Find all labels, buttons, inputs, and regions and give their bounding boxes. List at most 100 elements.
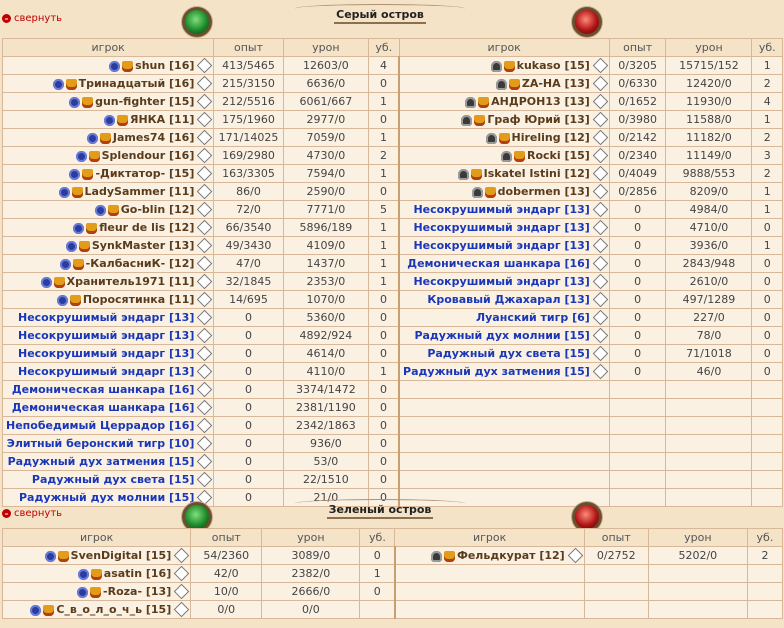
- player-name[interactable]: Кровавый Джахарал [13]: [427, 293, 590, 306]
- rank-crown-icon[interactable]: [88, 150, 100, 162]
- info-icon[interactable]: [592, 183, 609, 199]
- info-icon[interactable]: [197, 255, 213, 271]
- rank-crown-icon[interactable]: [503, 60, 515, 72]
- player-name[interactable]: gun-fighter [15]: [95, 95, 195, 108]
- info-icon[interactable]: [592, 165, 609, 181]
- clan-shield-icon[interactable]: [109, 60, 121, 72]
- info-icon[interactable]: [592, 129, 609, 145]
- collapse-button[interactable]: – свернуть: [2, 508, 62, 519]
- player-name[interactable]: ЯНКА [11]: [130, 113, 195, 126]
- player-name[interactable]: -Roza- [13]: [103, 585, 172, 598]
- skull-icon[interactable]: [495, 78, 507, 90]
- info-icon[interactable]: [197, 147, 213, 163]
- player-name[interactable]: shun [16]: [135, 59, 195, 72]
- info-icon[interactable]: [197, 363, 213, 379]
- info-icon[interactable]: [592, 237, 609, 253]
- rank-crown-icon[interactable]: [99, 132, 111, 144]
- info-icon[interactable]: [197, 381, 213, 397]
- rank-crown-icon[interactable]: [474, 114, 486, 126]
- rank-crown-icon[interactable]: [484, 186, 496, 198]
- clan-shield-icon[interactable]: [104, 114, 115, 126]
- rank-crown-icon[interactable]: [508, 78, 520, 90]
- player-name[interactable]: Фельдкурат [12]: [456, 549, 565, 562]
- player-name[interactable]: Несокрушимый эндарг [13]: [18, 311, 195, 324]
- player-name[interactable]: Go-blin [12]: [120, 203, 195, 216]
- info-icon[interactable]: [592, 309, 609, 325]
- player-name[interactable]: Несокрушимый эндарг [13]: [413, 239, 590, 252]
- rank-crown-icon[interactable]: [443, 550, 455, 562]
- clan-shield-icon[interactable]: [56, 294, 68, 306]
- player-name[interactable]: Радужный дух молнии [15]: [414, 329, 590, 342]
- info-icon[interactable]: [592, 93, 609, 109]
- info-icon[interactable]: [197, 75, 213, 91]
- player-name[interactable]: Демоническая шанкара [16]: [11, 383, 195, 396]
- player-name[interactable]: fleur de lis [12]: [99, 221, 195, 234]
- rank-crown-icon[interactable]: [90, 586, 102, 598]
- rank-crown-icon[interactable]: [122, 60, 134, 72]
- info-icon[interactable]: [592, 111, 609, 127]
- rank-crown-icon[interactable]: [478, 96, 490, 108]
- info-icon[interactable]: [592, 219, 609, 235]
- info-icon[interactable]: [197, 291, 213, 307]
- player-name[interactable]: Поросятинка [11]: [82, 293, 195, 306]
- rank-crown-icon[interactable]: [470, 168, 482, 180]
- clan-shield-icon[interactable]: [75, 150, 87, 162]
- rank-crown-icon[interactable]: [90, 568, 102, 580]
- info-icon[interactable]: [173, 583, 190, 599]
- player-name[interactable]: Радужный дух света [15]: [31, 473, 195, 486]
- clan-shield-icon[interactable]: [52, 78, 64, 90]
- skull-icon[interactable]: [471, 186, 483, 198]
- player-name[interactable]: С_в_о_л_о_ч_ь [15]: [56, 603, 172, 616]
- rank-crown-icon[interactable]: [82, 96, 94, 108]
- rank-crown-icon[interactable]: [117, 114, 128, 126]
- rank-crown-icon[interactable]: [513, 150, 525, 162]
- skull-icon[interactable]: [430, 550, 442, 562]
- player-name[interactable]: Splendour [16]: [101, 149, 195, 162]
- rank-crown-icon[interactable]: [78, 240, 90, 252]
- player-name[interactable]: Несокрушимый эндарг [13]: [18, 329, 195, 342]
- skull-icon[interactable]: [500, 150, 512, 162]
- player-name[interactable]: ZA-HA [13]: [521, 77, 590, 90]
- clan-shield-icon[interactable]: [65, 240, 77, 252]
- info-icon[interactable]: [197, 435, 213, 451]
- player-name[interactable]: Hireling [12]: [511, 131, 590, 144]
- info-icon[interactable]: [592, 255, 609, 271]
- info-icon[interactable]: [592, 147, 609, 163]
- player-name[interactable]: Радужный дух света [15]: [427, 347, 590, 360]
- info-icon[interactable]: [197, 57, 213, 73]
- info-icon[interactable]: [197, 201, 213, 217]
- info-icon[interactable]: [197, 471, 213, 487]
- rank-crown-icon[interactable]: [72, 258, 84, 270]
- clan-shield-icon[interactable]: [86, 132, 98, 144]
- player-name[interactable]: Несокрушимый эндарг [13]: [18, 365, 195, 378]
- player-name[interactable]: Хранитель1971 [11]: [66, 275, 195, 288]
- rank-crown-icon[interactable]: [53, 276, 65, 288]
- player-name[interactable]: Несокрушимый эндарг [13]: [413, 221, 590, 234]
- player-name[interactable]: Непобедимый Церрадор [16]: [6, 419, 195, 432]
- player-name[interactable]: dobermen [13]: [497, 185, 590, 198]
- rank-crown-icon[interactable]: [69, 294, 81, 306]
- player-name[interactable]: Демоническая шанкара [16]: [407, 257, 590, 270]
- info-icon[interactable]: [197, 309, 213, 325]
- rank-crown-icon[interactable]: [498, 132, 510, 144]
- info-icon[interactable]: [592, 291, 609, 307]
- info-icon[interactable]: [197, 273, 213, 289]
- player-name[interactable]: Радужный дух молнии [15]: [19, 491, 195, 504]
- info-icon[interactable]: [197, 399, 213, 415]
- player-name[interactable]: Несокрушимый эндарг [13]: [413, 275, 590, 288]
- player-name[interactable]: Радужный дух затмения [15]: [403, 365, 590, 378]
- skull-icon[interactable]: [490, 60, 502, 72]
- info-icon[interactable]: [173, 601, 190, 617]
- info-icon[interactable]: [592, 57, 609, 73]
- clan-shield-icon[interactable]: [40, 276, 52, 288]
- player-name[interactable]: Rocki [15]: [526, 149, 590, 162]
- info-icon[interactable]: [197, 237, 213, 253]
- player-name[interactable]: Демоническая шанкара [16]: [11, 401, 195, 414]
- clan-shield-icon[interactable]: [30, 604, 42, 616]
- player-name[interactable]: -КалбасниК- [12]: [85, 257, 195, 270]
- player-name[interactable]: Радужный дух затмения [15]: [7, 455, 195, 468]
- info-icon[interactable]: [197, 93, 213, 109]
- player-name[interactable]: АНДРОН13 [13]: [491, 95, 590, 108]
- info-icon[interactable]: [592, 273, 609, 289]
- clan-shield-icon[interactable]: [58, 186, 70, 198]
